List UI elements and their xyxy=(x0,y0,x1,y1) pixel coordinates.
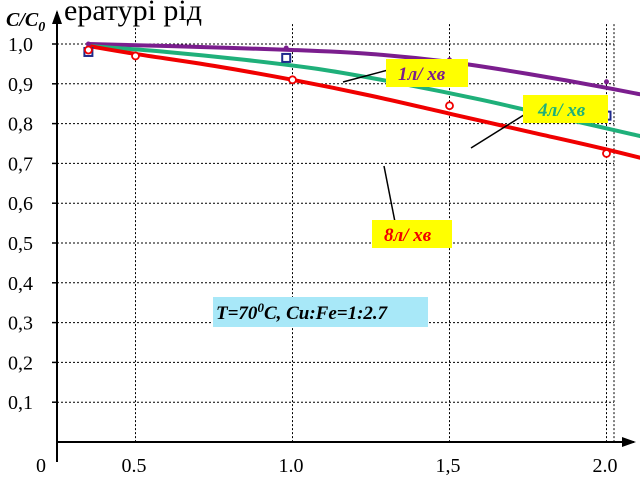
data-point xyxy=(283,45,289,51)
series-line xyxy=(86,43,640,139)
data-point xyxy=(131,51,140,61)
label-bg-3 xyxy=(372,220,452,248)
header-text-fragment: ературі рід xyxy=(64,0,202,27)
data-point xyxy=(281,52,292,63)
series-label-3: 8л/ хв xyxy=(384,225,432,246)
data-point xyxy=(288,75,297,85)
x-tick-label: 0.5 xyxy=(122,455,147,477)
y-tick-label: 0,5 xyxy=(8,233,33,255)
y-tick-label: 0,9 xyxy=(8,74,33,96)
label-bg-2 xyxy=(523,95,608,123)
y-axis-title: C/C0 xyxy=(6,9,45,35)
x-tick-label: 1,5 xyxy=(436,455,461,477)
annotation-text: T=700C, Cu:Fe=1:2.7 xyxy=(216,300,389,324)
y-tick-label: 0,2 xyxy=(8,352,33,374)
y-tick-label: 0,4 xyxy=(8,273,33,295)
x-tick-labels: 0.51.01,52.02,53.0 xyxy=(122,455,618,477)
series-line xyxy=(86,42,640,97)
annotation-bg xyxy=(213,297,428,327)
leader-line-1 xyxy=(342,69,389,83)
y-tick-label: 0,8 xyxy=(8,114,33,136)
data-point xyxy=(445,101,454,111)
series-label-2: 4л/ хв xyxy=(537,100,586,121)
y-tick-label: 0,3 xyxy=(8,313,33,335)
data-point xyxy=(84,45,93,55)
y-tick-label: 1,0 xyxy=(8,34,33,56)
data-point xyxy=(85,41,91,47)
grid xyxy=(52,24,615,442)
label-bg-1 xyxy=(386,59,468,87)
leader-line-3 xyxy=(383,165,396,223)
series-line xyxy=(86,43,640,160)
series-label-1: 1л/ хв xyxy=(398,64,446,85)
x-tick-label: 2.0 xyxy=(593,455,618,477)
x-tick-label: 1.0 xyxy=(279,455,304,477)
origin-label: 0 xyxy=(36,455,46,477)
y-tick-label: 0,6 xyxy=(8,193,33,215)
series-labels: 1л/ хв 4л/ хв 8л/ хв xyxy=(342,59,608,248)
leader-line-2 xyxy=(470,112,528,149)
y-tick-labels: 0,1 0,2 0,3 0,4 0,5 0,6 0,7 0,8 0,9 1,0 xyxy=(8,34,33,414)
y-tick-label: 0,1 xyxy=(8,392,33,414)
data-point xyxy=(604,79,609,85)
data-point xyxy=(602,149,611,158)
y-tick-label: 0,7 xyxy=(8,153,33,175)
